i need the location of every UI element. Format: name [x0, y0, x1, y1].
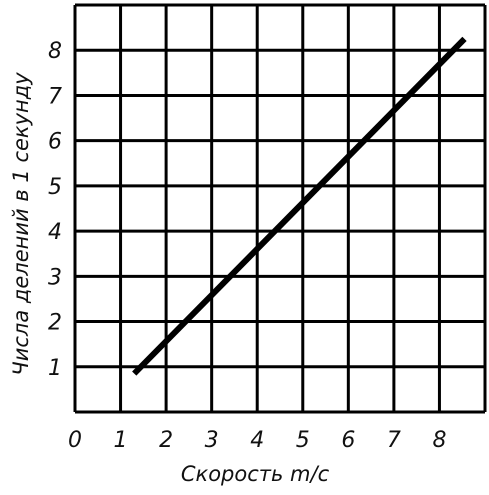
- x-tick-label: 0: [68, 428, 82, 453]
- x-tick-label: 2: [159, 428, 173, 453]
- x-tick-label: 4: [250, 428, 264, 453]
- x-tick-label: 3: [205, 428, 219, 453]
- y-tick-label: 6: [48, 130, 62, 155]
- x-tick-labels: 0 1 2 3 4 5 6 7 8: [68, 428, 446, 453]
- y-tick-label: 2: [48, 311, 62, 336]
- x-tick-label: 5: [296, 428, 310, 453]
- x-tick-label: 1: [114, 428, 128, 453]
- y-tick-label: 8: [48, 39, 62, 64]
- series-layer: [132, 36, 467, 376]
- x-tick-label: 8: [432, 428, 446, 453]
- x-tick-label: 6: [341, 428, 355, 453]
- y-tick-label: 7: [48, 84, 62, 109]
- y-tick-label: 5: [48, 175, 62, 200]
- x-axis-label: Скорость m/c: [181, 462, 330, 486]
- y-tick-label: 1: [48, 356, 62, 381]
- y-axis-label: Числа делений в 1 секунду: [9, 72, 33, 376]
- y-tick-labels: 1 2 3 4 5 6 7 8: [48, 39, 62, 381]
- x-tick-label: 7: [387, 428, 401, 453]
- series-line: [132, 36, 467, 376]
- y-tick-label: 4: [48, 220, 62, 245]
- grid: [73, 3, 487, 414]
- y-tick-label: 3: [48, 265, 62, 290]
